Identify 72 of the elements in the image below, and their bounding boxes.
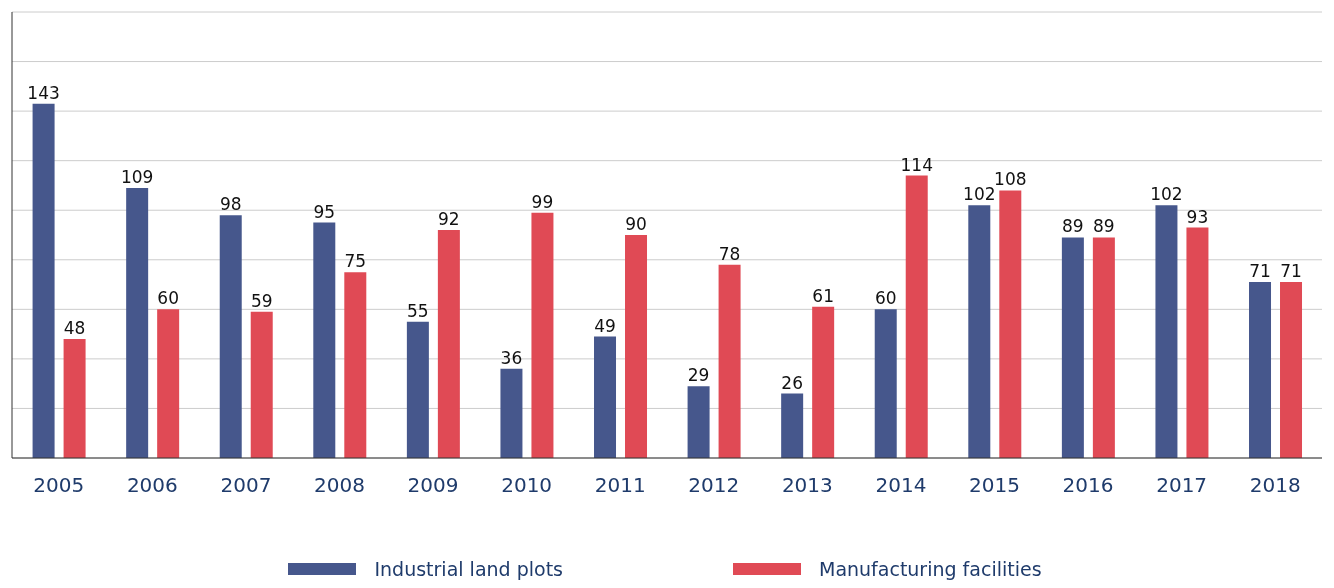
data-label: 60 — [874, 288, 897, 309]
x-tick-label: 2007 — [220, 473, 272, 498]
data-label: 108 — [994, 169, 1027, 190]
bar — [126, 187, 149, 458]
x-tick-label: 2014 — [875, 473, 927, 498]
x-tick-label: 2011 — [594, 473, 646, 498]
bar — [500, 368, 523, 458]
bar — [999, 190, 1022, 458]
data-label: 48 — [63, 318, 86, 339]
data-label: 102 — [963, 184, 996, 205]
x-tick-label: 2006 — [126, 473, 178, 498]
data-label: 61 — [812, 285, 834, 306]
bar — [250, 311, 273, 458]
bar — [157, 309, 180, 458]
data-label: 95 — [313, 201, 336, 222]
bar — [874, 309, 897, 458]
data-label: 26 — [781, 372, 803, 393]
x-tick-label: 2013 — [781, 473, 833, 498]
data-label: 99 — [531, 191, 554, 212]
data-label: 102 — [1150, 184, 1183, 205]
bar — [219, 215, 242, 458]
legend-label: Industrial land plots — [373, 558, 563, 580]
x-tick-label: 2016 — [1062, 473, 1114, 498]
data-label: 60 — [157, 288, 179, 309]
x-tick-label: 2010 — [501, 473, 553, 498]
x-tick-label: 2005 — [33, 473, 85, 498]
bar — [1092, 237, 1115, 458]
bar — [687, 386, 710, 458]
bar — [32, 103, 55, 458]
bar — [1280, 282, 1303, 458]
bar — [1061, 237, 1084, 458]
data-label: 143 — [27, 82, 60, 103]
data-label: 55 — [407, 300, 429, 321]
bar — [1186, 227, 1209, 458]
data-label: 89 — [1093, 216, 1115, 237]
data-label: 78 — [718, 243, 741, 264]
bar — [905, 175, 928, 458]
data-label: 93 — [1186, 206, 1209, 227]
data-label: 36 — [500, 347, 523, 368]
legend-label: Manufacturing facilities — [818, 558, 1042, 580]
data-label: 114 — [900, 154, 933, 175]
x-tick-label: 2017 — [1156, 473, 1208, 498]
bar — [718, 264, 741, 458]
bar — [63, 339, 86, 458]
bar — [968, 205, 991, 458]
bar — [1249, 282, 1272, 458]
data-label: 89 — [1062, 216, 1084, 237]
data-label: 92 — [438, 209, 460, 230]
x-tick-label: 2012 — [688, 473, 740, 498]
bar — [344, 272, 367, 458]
bar — [594, 336, 617, 458]
bar — [812, 306, 835, 458]
bar — [1155, 205, 1178, 458]
x-tick-label: 2009 — [407, 473, 459, 498]
data-label: 109 — [120, 166, 154, 187]
data-label: 75 — [344, 251, 367, 272]
x-tick-label: 2008 — [314, 473, 365, 498]
bar — [406, 321, 429, 458]
data-label: 71 — [1249, 261, 1271, 282]
data-label: 71 — [1280, 261, 1302, 282]
data-label: 29 — [687, 365, 710, 386]
bar — [437, 230, 460, 458]
bar — [625, 235, 648, 458]
data-label: 59 — [250, 290, 273, 311]
data-label: 98 — [219, 194, 242, 215]
data-label: 90 — [625, 214, 647, 234]
bar — [781, 393, 804, 458]
x-tick-label: 2018 — [1249, 473, 1301, 498]
x-tick-label: 2015 — [969, 473, 1020, 498]
bar — [531, 212, 554, 458]
bar — [313, 222, 336, 458]
data-label: 49 — [594, 315, 616, 336]
